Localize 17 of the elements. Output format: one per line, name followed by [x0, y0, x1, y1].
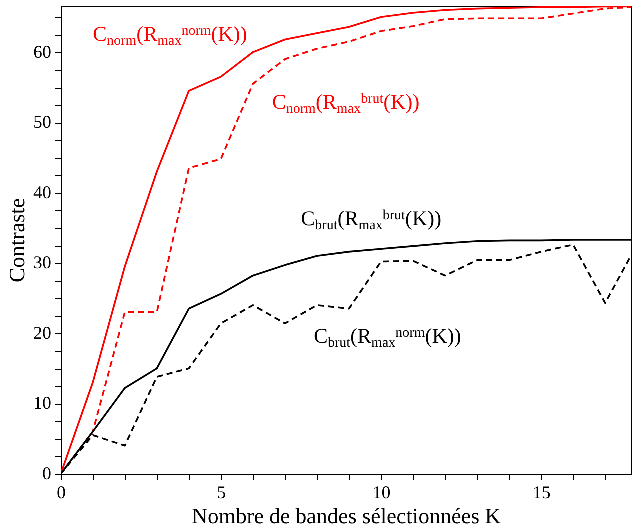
x-tick-label: 0 [57, 482, 66, 502]
y-tick-label: 40 [34, 182, 52, 202]
series-label: C$_{norm}$(R$_{max}$$^{brut}$(K)) [272, 90, 420, 118]
y-tick-label: 0 [42, 464, 52, 484]
y-tick-label: 60 [34, 42, 52, 62]
y-tick-label: 30 [34, 252, 52, 273]
series-label: C$_{norm}$(R$_{max}$$^{norm}$(K)) [93, 22, 248, 49]
y-tick-label: 20 [34, 322, 52, 343]
y-axis-title: Contraste [4, 198, 30, 283]
y-tick-label: 50 [34, 112, 52, 132]
series-label: C$_{brut}$(R$_{max}$$^{norm}$(K)) [314, 324, 462, 352]
y-tick-label: 10 [34, 393, 52, 414]
x-tick-label: 15 [532, 482, 551, 502]
x-axis-title: Nombre de bandes sélectionnées K [192, 504, 502, 528]
x-tick-label: 5 [217, 482, 226, 502]
x-tick-label: 10 [372, 482, 391, 502]
series-label: C$_{brut}$(R$_{max}$$^{brut}$(K)) [301, 206, 442, 234]
